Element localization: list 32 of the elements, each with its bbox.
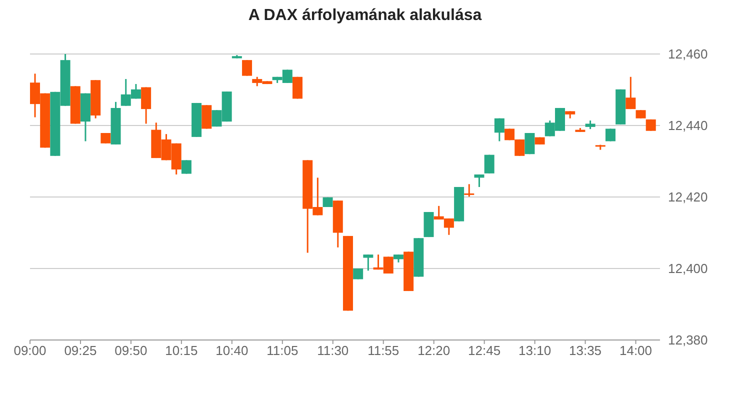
candlestick [464,183,474,198]
y-tick-label: 12,460 [668,46,708,62]
x-tick-label: 09:25 [64,343,97,358]
x-tick-label: 12:45 [468,343,501,358]
candlestick [363,254,374,272]
candlestick [202,104,212,130]
candlestick [484,154,494,174]
x-tick-label: 10:15 [165,343,198,358]
y-tick-label: 12,380 [668,332,708,348]
candlestick [141,86,152,124]
candlestick [605,128,616,142]
x-tick-label: 11:55 [368,343,400,358]
chart-title: A DAX árfolyamának alakulása [247,7,483,26]
x-tick-label: 14:00 [619,343,652,358]
x-tick-label: 11:30 [317,343,349,358]
candlestick [181,159,192,175]
x-tick-label: 13:35 [569,343,602,358]
x-tick-label: 11:05 [266,343,298,358]
candlestick [242,59,252,77]
x-tick-label: 09:00 [14,343,46,358]
y-tick-label: 12,420 [668,190,708,205]
candlestick [494,118,504,142]
y-tick-label: 12,440 [668,118,708,134]
y-tick-label: 12,400 [668,261,708,276]
candlestick [474,174,484,188]
candlestick [100,132,111,144]
candlestick [524,132,535,155]
x-tick-label: 13:10 [518,343,552,358]
x-tick-label: 12:20 [418,343,450,358]
x-tick-label: 10:40 [216,343,248,358]
candlestick [626,76,636,110]
x-tick-label: 09:50 [114,343,148,358]
